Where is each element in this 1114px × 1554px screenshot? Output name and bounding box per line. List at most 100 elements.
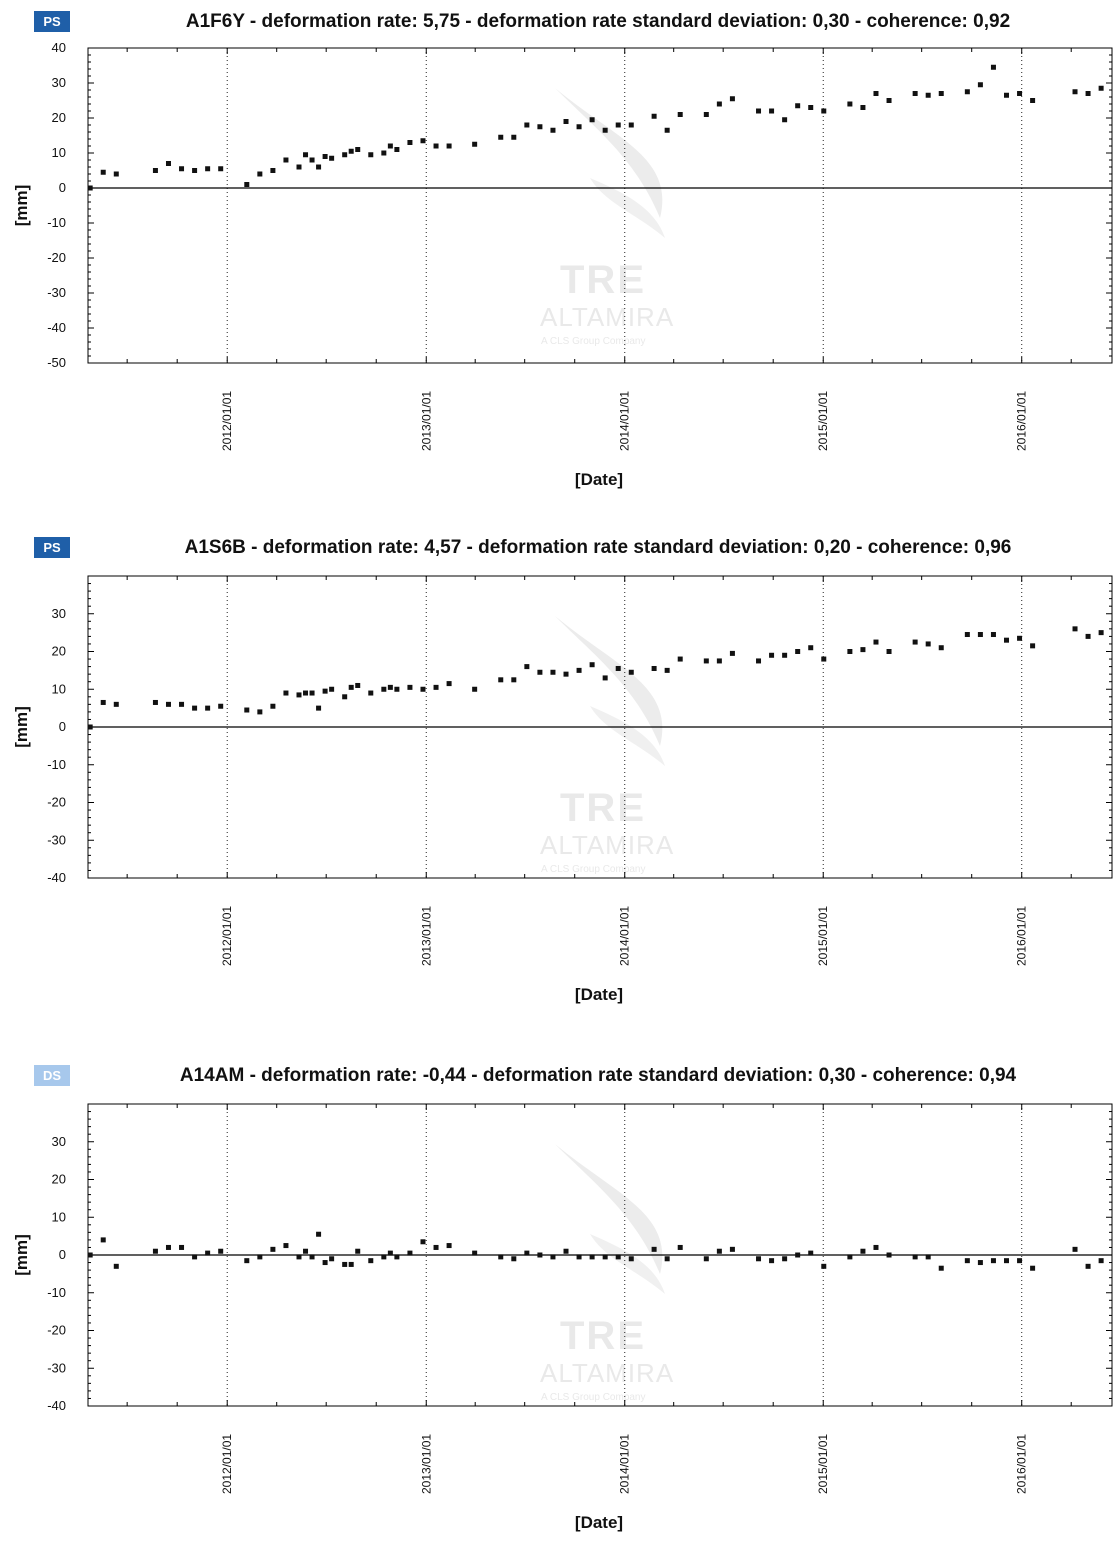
data-point	[1072, 1246, 1078, 1252]
x-axis-title: [Date]	[575, 985, 623, 1004]
data-point	[925, 1254, 931, 1260]
data-point	[446, 143, 452, 149]
data-point	[322, 154, 328, 159]
data-point	[1017, 1258, 1023, 1264]
data-point	[860, 1248, 866, 1254]
data-point	[563, 671, 569, 677]
data-point	[886, 1252, 892, 1258]
data-point	[152, 168, 158, 173]
data-point	[329, 686, 335, 692]
data-point	[192, 1254, 198, 1260]
data-point	[537, 669, 543, 675]
data-point	[563, 1248, 569, 1254]
x-axis-title: [Date]	[575, 470, 623, 489]
data-point	[342, 694, 348, 700]
data-point	[782, 1256, 788, 1262]
data-point	[703, 658, 709, 664]
data-point	[368, 152, 374, 158]
y-tick-label: 0	[59, 180, 66, 195]
x-tick-label: 2016/01/01	[1015, 1434, 1029, 1494]
data-point	[769, 1258, 775, 1264]
data-point	[316, 1231, 322, 1237]
data-point	[407, 140, 413, 145]
data-point	[1098, 85, 1104, 91]
data-point	[664, 667, 670, 673]
data-point	[576, 1254, 582, 1260]
data-point	[912, 91, 918, 96]
x-tick-label: 2012/01/01	[220, 391, 234, 451]
data-point	[1030, 643, 1036, 649]
data-point	[511, 677, 517, 683]
watermark-text: ALTAMIRA	[540, 1358, 674, 1388]
watermark-swoosh	[590, 178, 665, 238]
y-tick-label: 30	[52, 75, 66, 90]
data-point	[1072, 89, 1078, 95]
watermark-text: TRE	[560, 258, 646, 302]
data-point	[303, 690, 309, 696]
data-point	[1098, 1258, 1104, 1264]
y-axis-title: [mm]	[12, 1234, 31, 1276]
data-point	[342, 152, 348, 158]
data-point	[511, 1256, 517, 1262]
data-point	[205, 166, 211, 172]
data-point	[165, 701, 171, 707]
data-point	[296, 1254, 302, 1260]
data-point	[821, 1263, 827, 1269]
data-point	[782, 117, 788, 123]
data-point	[1085, 1263, 1091, 1269]
x-tick-label: 2016/01/01	[1015, 391, 1029, 451]
data-point	[550, 669, 556, 675]
data-point	[964, 1258, 970, 1264]
data-point	[990, 64, 996, 70]
data-point	[1004, 1258, 1010, 1264]
y-tick-label: -20	[47, 250, 66, 265]
data-point	[322, 1260, 328, 1266]
chart-title: A1F6Y - deformation rate: 5,75 - deforma…	[185, 11, 1011, 32]
data-point	[381, 1254, 387, 1260]
data-point	[1085, 633, 1091, 639]
data-point	[303, 152, 309, 158]
data-point	[795, 649, 801, 654]
data-point	[537, 124, 543, 130]
data-point	[498, 677, 504, 683]
data-point	[192, 705, 198, 711]
data-point	[628, 1256, 634, 1262]
data-point	[677, 112, 683, 117]
data-point	[244, 707, 250, 713]
data-point	[703, 1256, 709, 1262]
data-point	[729, 650, 735, 656]
data-point	[387, 684, 393, 690]
watermark-text: TRE	[560, 1314, 646, 1358]
data-point	[446, 681, 452, 687]
data-point	[716, 1248, 722, 1254]
data-point	[628, 669, 634, 675]
y-axis-title: [mm]	[12, 706, 31, 748]
data-point	[420, 138, 426, 144]
data-point	[977, 632, 983, 638]
y-tick-label: -40	[47, 1398, 66, 1413]
y-tick-label: -40	[47, 320, 66, 335]
y-tick-label: 10	[52, 145, 66, 160]
data-point	[218, 166, 224, 172]
data-point	[296, 692, 302, 698]
data-point	[602, 675, 608, 681]
data-point	[296, 164, 302, 170]
data-point	[348, 148, 354, 154]
data-point	[218, 703, 224, 709]
data-point	[964, 632, 970, 638]
data-point	[964, 89, 970, 95]
data-point	[205, 705, 211, 711]
data-point	[615, 665, 621, 671]
data-point	[677, 656, 683, 662]
data-point	[472, 686, 478, 692]
data-point	[472, 1250, 478, 1256]
data-point	[100, 169, 106, 175]
data-point	[873, 639, 879, 645]
data-point	[394, 1254, 400, 1260]
data-point	[257, 709, 263, 715]
data-point	[433, 1244, 439, 1250]
data-point	[179, 1244, 185, 1250]
data-point	[1030, 98, 1036, 103]
data-point	[381, 686, 387, 692]
data-point	[550, 127, 556, 133]
